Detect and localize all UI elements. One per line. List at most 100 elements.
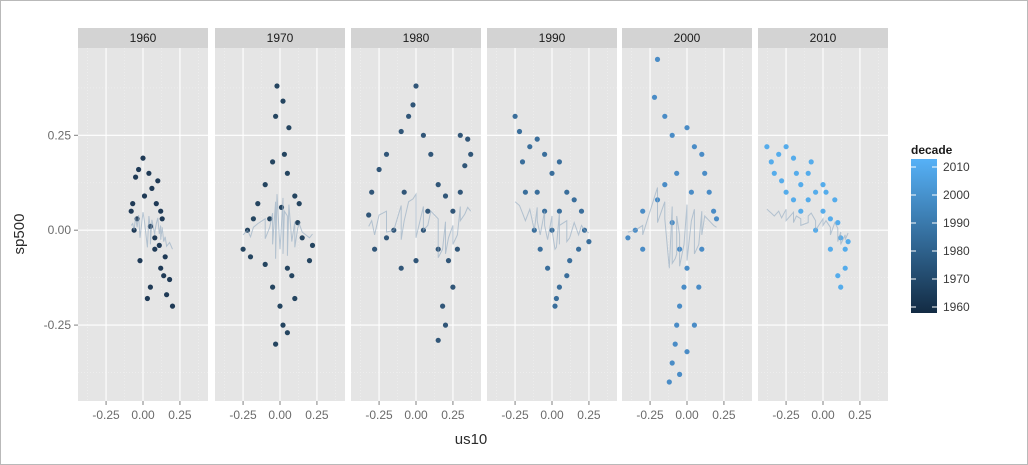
- data-point: [516, 128, 523, 135]
- data-point: [274, 83, 280, 89]
- scatter-points: [764, 144, 851, 290]
- legend-label: 1970: [943, 272, 970, 286]
- x-tick-label: -0.25: [365, 408, 393, 422]
- x-tick-label: 0.25: [577, 408, 601, 422]
- x-tick-label: -0.25: [92, 408, 120, 422]
- facet-strip: [622, 28, 752, 48]
- data-point: [140, 155, 146, 161]
- data-point: [764, 144, 770, 150]
- data-point: [625, 235, 631, 241]
- data-point: [413, 83, 419, 89]
- data-point: [169, 303, 176, 309]
- scatter-points: [625, 56, 720, 385]
- data-point: [702, 170, 708, 176]
- data-point: [820, 182, 826, 188]
- x-tick-label: 0.00: [540, 408, 564, 422]
- facet-panel-1970: 1970: [215, 28, 345, 401]
- data-point: [273, 113, 279, 119]
- data-point: [820, 208, 826, 214]
- data-point: [156, 242, 162, 248]
- facet-strip: [215, 28, 345, 48]
- data-point: [699, 151, 705, 157]
- data-point: [537, 246, 543, 252]
- legend-title: decade: [911, 143, 953, 157]
- facet-panels: 1960 1970 1980 1990 2000 2010: [78, 28, 888, 401]
- data-point: [435, 337, 441, 343]
- facet-strip-label: 2010: [810, 31, 837, 45]
- data-point: [281, 151, 287, 157]
- scatter-points: [512, 113, 592, 309]
- data-point: [552, 303, 558, 309]
- data-point: [835, 273, 841, 279]
- smoother-line: [627, 187, 717, 269]
- data-point: [159, 216, 165, 222]
- data-point: [845, 239, 851, 245]
- legend-label: 1960: [943, 300, 970, 314]
- x-tick-label: 0.00: [268, 408, 292, 422]
- data-point: [534, 136, 540, 142]
- data-point: [277, 303, 283, 309]
- data-point: [654, 56, 661, 63]
- data-point: [445, 258, 452, 264]
- data-point: [372, 246, 378, 252]
- data-point: [420, 132, 426, 138]
- data-point: [457, 189, 463, 195]
- data-point: [292, 193, 298, 199]
- data-point: [534, 189, 540, 195]
- data-point: [292, 295, 298, 302]
- data-point: [771, 170, 777, 176]
- data-point: [147, 284, 153, 290]
- data-point: [805, 170, 811, 176]
- data-point: [369, 189, 375, 195]
- data-point: [669, 360, 675, 366]
- data-point: [691, 144, 698, 150]
- data-point: [130, 201, 136, 207]
- data-point: [684, 125, 690, 131]
- data-point: [553, 295, 560, 302]
- data-point: [425, 208, 431, 214]
- data-point: [783, 189, 789, 195]
- data-point: [842, 265, 848, 271]
- data-point: [155, 178, 161, 184]
- data-point: [713, 216, 720, 222]
- data-point: [674, 322, 680, 328]
- data-point: [136, 166, 142, 173]
- data-point: [662, 113, 668, 119]
- x-tick-label: 0.00: [811, 408, 835, 422]
- data-point: [842, 246, 848, 252]
- data-point: [783, 144, 789, 150]
- data-point: [284, 265, 290, 271]
- data-point: [823, 189, 829, 195]
- data-point: [672, 341, 678, 347]
- data-point: [262, 261, 268, 267]
- data-point: [144, 295, 150, 302]
- x-tick-label: -0.25: [772, 408, 800, 422]
- legend-label: 2010: [943, 160, 970, 174]
- data-point: [133, 174, 139, 180]
- data-point: [640, 208, 646, 214]
- data-point: [406, 113, 412, 119]
- data-point: [691, 322, 698, 328]
- data-point: [435, 182, 441, 188]
- x-tick-label: 0.25: [848, 408, 872, 422]
- data-point: [247, 254, 254, 260]
- data-point: [457, 132, 463, 138]
- x-tick-label: 0.25: [712, 408, 736, 422]
- scatter-points: [366, 83, 474, 343]
- data-point: [270, 159, 276, 165]
- data-point: [428, 151, 434, 157]
- data-point: [146, 170, 152, 176]
- data-point: [512, 113, 518, 119]
- data-point: [699, 246, 705, 252]
- data-point: [465, 136, 471, 142]
- data-point: [564, 189, 570, 195]
- data-point: [152, 235, 158, 241]
- data-point: [684, 265, 690, 271]
- facet-strip: [78, 28, 208, 48]
- data-point: [462, 163, 468, 169]
- data-point: [556, 208, 563, 214]
- data-point: [827, 246, 834, 252]
- data-point: [798, 182, 804, 188]
- facet-strip-label: 1990: [539, 31, 566, 45]
- data-point: [805, 197, 811, 203]
